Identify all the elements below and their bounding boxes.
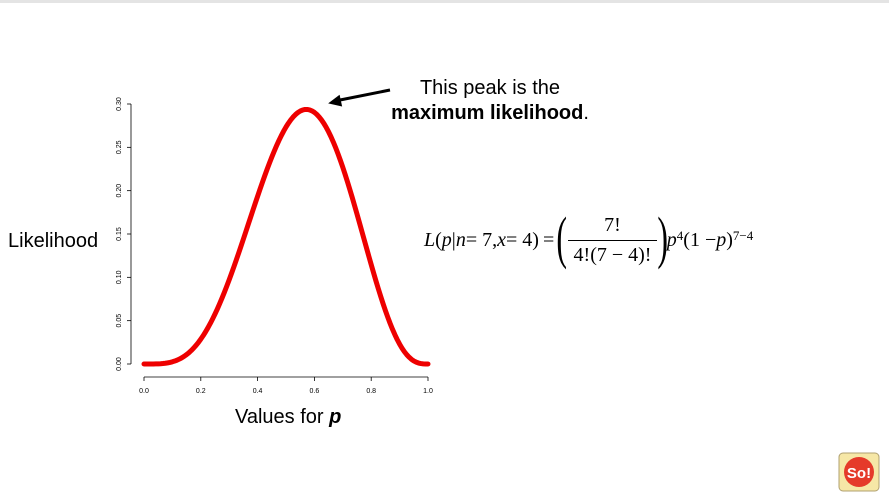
x-tick-label: 0.4 <box>253 388 263 395</box>
y-axis: 0.00 0.05 0.10 0.15 0.20 0.25 0.30 <box>116 97 132 371</box>
formula-close: ) <box>726 228 733 251</box>
y-tick-label: 0.05 <box>116 314 123 328</box>
annotation-tail: . <box>583 102 589 124</box>
formula-denominator: 4!(7 − 4)! <box>567 239 658 267</box>
statquest-logo: So! <box>838 452 880 492</box>
x-axis-label: Values for p <box>235 406 341 428</box>
formula-exponent-2: 7−4 <box>732 228 754 243</box>
x-tick-label: 1.0 <box>423 388 433 395</box>
x-tick-label: 0.0 <box>139 388 149 395</box>
formula-p: p <box>441 228 452 251</box>
formula-x-value: = 4) <box>505 228 539 251</box>
likelihood-formula: L ( p | n = 7, x = 4) = ( 7! 4!(7 − 4)! … <box>424 208 753 272</box>
formula-n-value: = 7, <box>465 228 498 251</box>
y-tick-label: 0.20 <box>116 184 123 198</box>
annotation-bold-text: maximum likelihood <box>391 102 584 124</box>
arrow-shaft <box>337 88 391 102</box>
x-tick-label: 0.6 <box>310 388 320 395</box>
formula-numerator: 7! <box>604 213 621 236</box>
y-tick-label: 0.30 <box>116 97 123 111</box>
formula-n: n <box>455 228 466 251</box>
formula-p-base: p <box>666 228 677 251</box>
formula-open: ( <box>435 228 442 251</box>
y-tick-label: 0.25 <box>116 140 123 154</box>
annotation-arrow <box>328 88 391 107</box>
top-rule <box>0 0 889 3</box>
series-group <box>141 106 431 367</box>
likelihood-curve <box>141 106 431 367</box>
formula-paren-open: ( <box>556 205 568 270</box>
peak-annotation: This peak is the maximum likelihood. <box>380 76 600 126</box>
formula-bar: | <box>451 228 456 251</box>
y-axis-label: Likelihood <box>8 230 98 252</box>
annotation-line-2: maximum likelihood. <box>380 101 600 126</box>
x-tick-label: 0.2 <box>196 388 206 395</box>
formula-equals: = <box>542 228 555 251</box>
formula-L: L <box>424 228 436 251</box>
x-axis: 0.0 0.2 0.4 0.6 0.8 1.0 <box>139 376 433 395</box>
formula-paren-close: ) <box>657 205 669 270</box>
formula-x: x <box>497 228 506 251</box>
x-axis-label-text: Values for <box>235 406 329 428</box>
formula-p-base-2: p <box>716 228 727 251</box>
formula-fraction: 7! 4!(7 − 4)! <box>567 213 658 267</box>
y-tick-label: 0.00 <box>116 357 123 371</box>
logo-text: So! <box>847 465 871 482</box>
formula-one-minus: (1 − <box>683 228 717 251</box>
annotation-line-1: This peak is the <box>419 77 561 99</box>
arrow-head <box>328 94 343 107</box>
y-tick-label: 0.10 <box>116 270 123 284</box>
logo-circle <box>844 457 874 487</box>
formula-exponent-1: 4 <box>676 228 684 243</box>
x-tick-label: 0.8 <box>366 388 376 395</box>
y-tick-label: 0.15 <box>116 227 123 241</box>
x-axis-label-var: p <box>328 406 341 428</box>
